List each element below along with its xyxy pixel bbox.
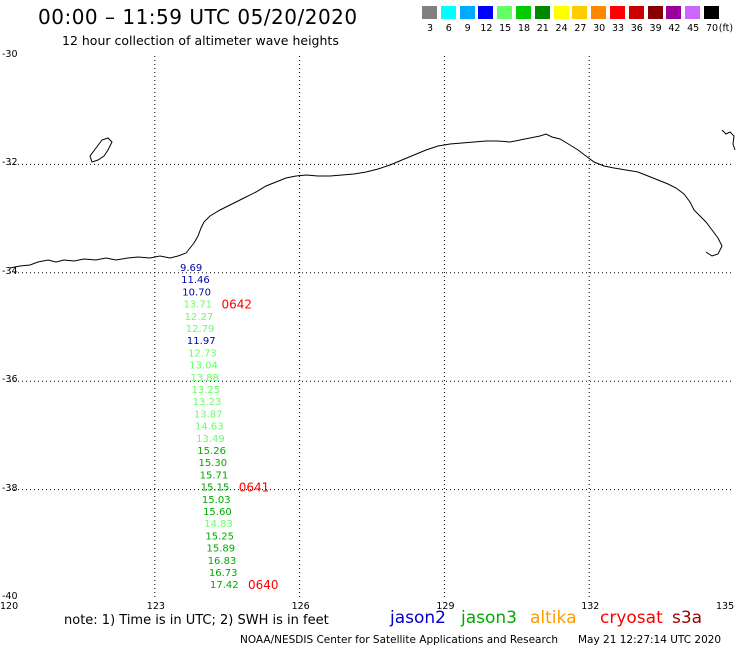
satellite-label-cryosat: cryosat <box>600 608 663 628</box>
credit-line: NOAA/NESDIS Center for Satellite Applica… <box>240 634 558 646</box>
legend-label: 39 <box>649 23 662 34</box>
wave-height-label: 15.30 <box>198 458 227 469</box>
legend-label: 18 <box>517 23 531 34</box>
wave-height-label: 13.71 <box>183 300 212 311</box>
legend-unit: (ft) <box>718 23 734 34</box>
legend-swatch <box>422 6 437 19</box>
legend-label: 15 <box>499 23 512 34</box>
satellite-label-jason2: jason2 <box>390 608 446 628</box>
legend-swatch <box>534 6 550 19</box>
wave-height-label: 15.89 <box>207 544 236 555</box>
legend-swatch <box>591 6 607 19</box>
wave-height-label: 12.73 <box>188 348 217 359</box>
legend-swatch <box>459 6 475 19</box>
legend-label: 21 <box>536 23 549 34</box>
pass-time-label: 0642 <box>221 298 252 312</box>
legend-swatch <box>610 6 625 19</box>
wave-height-label: 12.27 <box>185 312 214 323</box>
legend-swatch <box>685 6 701 19</box>
wave-height-label: 13.49 <box>196 434 225 445</box>
legend-label: 30 <box>593 23 606 34</box>
units-note: note: 1) Time is in UTC; 2) SWH is in fe… <box>64 613 329 628</box>
satellite-label-altika: altika <box>530 608 577 628</box>
wave-height-label: 16.73 <box>209 568 238 579</box>
satellite-label-s3a: s3a <box>672 608 703 628</box>
legend-label: 9 <box>464 23 471 34</box>
legend-label: 42 <box>668 23 681 34</box>
wave-height-label: 15.71 <box>200 470 229 481</box>
island <box>89 137 113 163</box>
graticule <box>10 56 734 598</box>
map-subtitle: 12 hour collection of altimeter wave hei… <box>62 33 339 48</box>
legend-swatch <box>572 6 588 19</box>
wave-height-label: 13.87 <box>194 409 223 420</box>
longitude-label: 120 <box>0 601 19 612</box>
legend-swatch <box>666 6 682 19</box>
coastline-east <box>721 129 736 151</box>
wave-height-label: 11.97 <box>187 336 216 347</box>
wave-height-label: 13.04 <box>189 361 218 372</box>
legend-swatch <box>440 6 456 19</box>
legend-label: 45 <box>687 23 700 34</box>
legend-label: 12 <box>480 23 493 34</box>
wave-height-label: 17.42 <box>210 580 239 591</box>
pass-time-label: 0641 <box>239 481 270 495</box>
wave-height-label: 15.15 <box>201 483 230 494</box>
wave-height-label: 12.79 <box>186 324 215 335</box>
wave-height-label: 11.46 <box>181 275 210 286</box>
legend-swatch <box>553 6 569 19</box>
legend-label: 33 <box>611 23 625 34</box>
legend-label: 6 <box>445 23 452 34</box>
wave-height-label: 15.60 <box>203 507 232 518</box>
longitude-label: 126 <box>291 601 310 612</box>
wave-height-label: 13.25 <box>192 385 221 396</box>
legend-label: 24 <box>555 23 568 34</box>
wave-height-label: 15.03 <box>202 495 231 506</box>
satellite-label-jason3: jason3 <box>461 608 517 628</box>
wave-height-label: 15.25 <box>205 531 234 542</box>
latitude-label: -36 <box>2 374 18 386</box>
legend-label: 3 <box>426 23 434 34</box>
generated-timestamp: May 21 12:27:14 UTC 2020 <box>578 634 722 646</box>
longitude-label: 129 <box>436 601 455 612</box>
wave-height-label: 9.69 <box>180 263 202 274</box>
legend-swatch <box>647 6 663 19</box>
wave-height-label: 14.83 <box>204 519 233 530</box>
wave-height-label: 10.70 <box>182 287 211 298</box>
legend-label: 36 <box>630 23 643 34</box>
wave-height-label: 14.63 <box>195 422 224 433</box>
legend-swatch <box>516 6 531 19</box>
latitude-label: -34 <box>2 265 18 277</box>
legend-swatch <box>478 6 494 19</box>
wave-height-label: 15.26 <box>197 446 226 457</box>
pass-time-label: 0640 <box>248 578 279 592</box>
legend-label: 70 <box>705 23 719 34</box>
wave-height-label: 13.23 <box>193 397 222 408</box>
latitude-label: -32 <box>2 157 18 169</box>
legend-swatch <box>704 6 719 19</box>
longitude-label: 132 <box>581 601 600 612</box>
longitude-label: 135 <box>716 601 735 612</box>
wave-height-label: 13.88 <box>190 373 219 384</box>
longitude-label: 123 <box>146 601 165 612</box>
latitude-label: -40 <box>2 591 18 602</box>
legend-label: 27 <box>574 23 587 34</box>
legend-swatch <box>628 6 644 19</box>
legend-swatch <box>497 6 513 19</box>
latitude-label: -30 <box>2 49 18 60</box>
latitude-label: -38 <box>2 482 18 494</box>
map-title: 00:00 – 11:59 UTC 05/20/2020 <box>38 5 358 29</box>
wave-height-label: 16.83 <box>208 556 237 567</box>
coastline <box>9 133 723 269</box>
